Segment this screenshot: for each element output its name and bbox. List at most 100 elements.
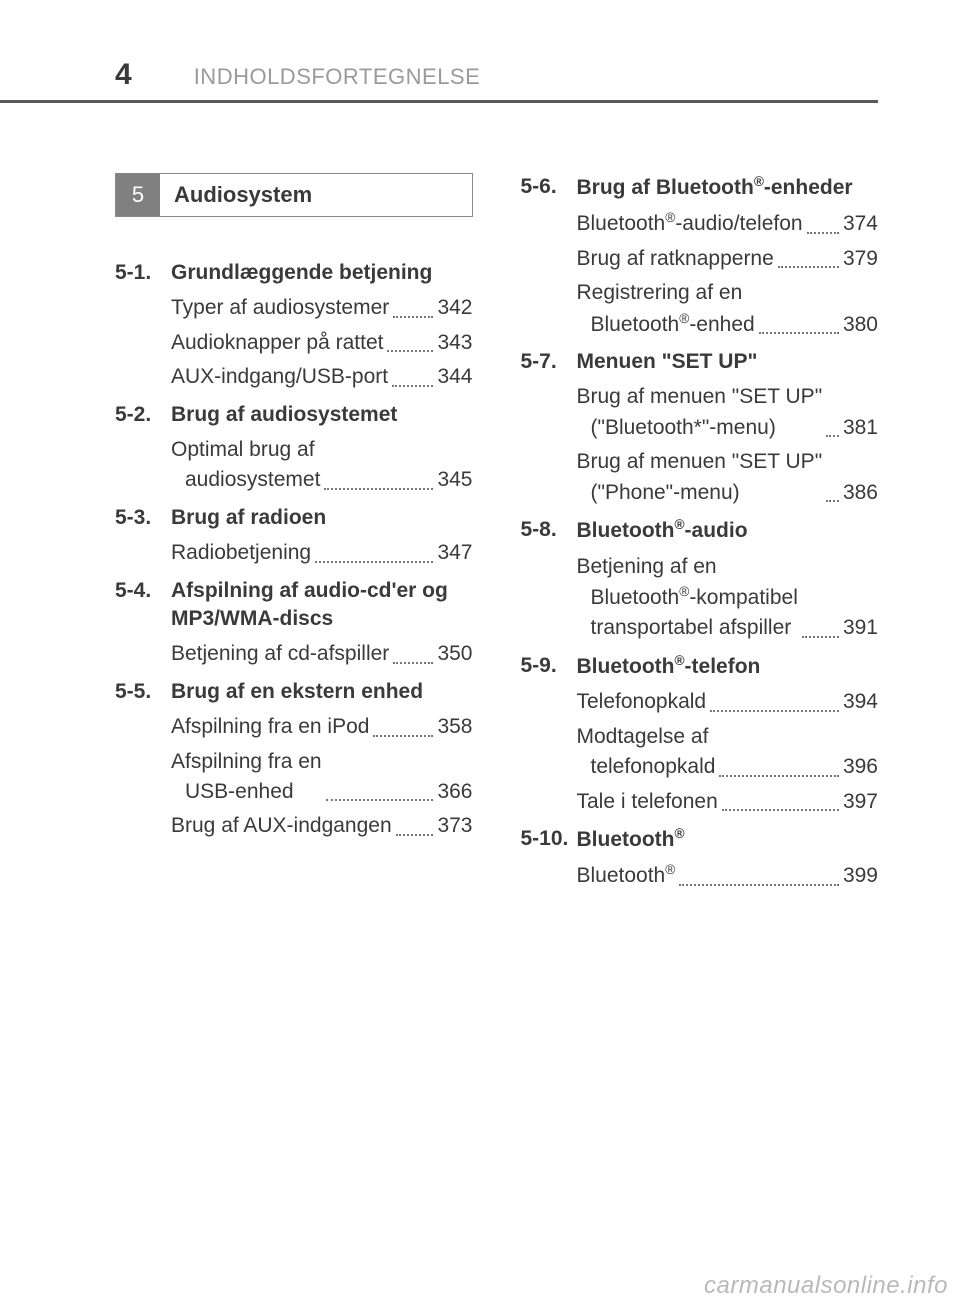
subsection-heading: 5-9.Bluetooth®-telefon (521, 652, 879, 681)
toc-entry: Bluetooth®-audio/telefon 374 (521, 208, 879, 239)
toc-entry-text: Radiobetjening (171, 538, 311, 568)
subsection-number: 5-5. (115, 678, 171, 706)
toc-entry-page: 379 (843, 244, 878, 274)
toc-leader-dots (826, 435, 839, 437)
right-list: 5-6.Brug af Bluetooth®-enheder Bluetooth®… (521, 173, 879, 892)
toc-leader-dots (393, 316, 433, 318)
subsection-number: 5-6. (521, 173, 577, 202)
toc-entry-text: AUX-indgang/USB-port (171, 362, 388, 392)
toc-entry: Betjening af enBluetooth®-kompatibeltran… (521, 552, 879, 644)
subsection-title: Brug af en ekstern enhed (171, 678, 473, 706)
subsection-number: 5-1. (115, 259, 171, 287)
toc-entry-page: 380 (843, 310, 878, 340)
toc-leader-dots (315, 561, 433, 563)
subsection-heading: 5-8.Bluetooth®-audio (521, 516, 879, 545)
subsection: 5-5.Brug af en ekstern enhed Afspilning f… (115, 678, 473, 842)
subsection-heading: 5-10.Bluetooth® (521, 825, 879, 854)
subsection-heading: 5-7.Menuen "SET UP" (521, 348, 879, 376)
page-number: 4 (115, 58, 132, 92)
toc-leader-dots (387, 350, 433, 352)
right-column: 5-6.Brug af Bluetooth®-enheder Bluetooth®… (521, 173, 879, 900)
toc-entry-text: Betjening af enBluetooth®-kompatibeltran… (577, 552, 798, 644)
subsection-heading: 5-1.Grundlæggende betjening (115, 259, 473, 287)
toc-entry-page: 381 (843, 413, 878, 443)
subsection: 5-7.Menuen "SET UP" Brug af menuen "SET U… (521, 348, 879, 508)
toc-entry-text: Brug af AUX-indgangen (171, 811, 392, 841)
toc-entry-page: 344 (437, 362, 472, 392)
subsection-heading: 5-5.Brug af en ekstern enhed (115, 678, 473, 706)
toc-entry: Brug af ratknapperne 379 (521, 244, 879, 274)
toc-entry-text: Audioknapper på rattet (171, 328, 383, 358)
toc-entry: AUX-indgang/USB-port 344 (115, 362, 473, 392)
subsection-number: 5-10. (521, 825, 577, 854)
subsection-number: 5-9. (521, 652, 577, 681)
subsection-title: Menuen "SET UP" (577, 348, 879, 376)
toc-entry-text: Registrering af enBluetooth®-enhed (577, 278, 755, 340)
subsection: 5-9.Bluetooth®-telefon Telefonopkald 394 Mo… (521, 652, 879, 817)
subsection-heading: 5-3.Brug af radioen (115, 504, 473, 532)
toc-leader-dots (759, 332, 839, 334)
toc-leader-dots (392, 385, 433, 387)
toc-leader-dots (324, 488, 433, 490)
toc-entry-text: Typer af audiosystemer (171, 293, 389, 323)
toc-entry-page: 399 (843, 861, 878, 891)
section-tab-label: Audiosystem (160, 174, 472, 216)
toc-entry: Betjening af cd-afspiller 350 (115, 639, 473, 669)
toc-entry-text: Optimal brug afaudiosystemet (171, 435, 320, 496)
toc-entry-page: 366 (437, 777, 472, 807)
subsection-title: Brug af Bluetooth®-enheder (577, 173, 879, 202)
subsection-heading: 5-4.Afspilning af audio-cd'er og MP3/WMA… (115, 577, 473, 634)
subsection-number: 5-7. (521, 348, 577, 376)
toc-entry-text: Telefonopkald (577, 687, 707, 717)
toc-entry: Brug af menuen "SET UP"("Phone"-menu) 386 (521, 447, 879, 508)
toc-leader-dots (802, 636, 839, 638)
toc-entry: Optimal brug afaudiosystemet345 (115, 435, 473, 496)
subsection-title: Bluetooth®-telefon (577, 652, 879, 681)
toc-entry-page: 374 (843, 209, 878, 239)
subsection-heading: 5-6.Brug af Bluetooth®-enheder (521, 173, 879, 202)
toc-entry-page: 386 (843, 478, 878, 508)
subsection: 5-2.Brug af audiosystemet Optimal brug af… (115, 401, 473, 496)
toc-entry-text: Modtagelse aftelefonopkald (577, 722, 716, 783)
toc-entry-page: 397 (843, 787, 878, 817)
toc-entry: Typer af audiosystemer 342 (115, 293, 473, 323)
toc-entry-page: 342 (437, 293, 472, 323)
toc-entry-text: Brug af ratknapperne (577, 244, 774, 274)
subsection-title: Bluetooth®-audio (577, 516, 879, 545)
left-column: 5 Audiosystem 5-1.Grundlæggende betjenin… (115, 173, 473, 900)
toc-leader-dots (393, 662, 433, 664)
subsection-title: Brug af radioen (171, 504, 473, 532)
toc-entry: Afspilning fra enUSB-enhed366 (115, 747, 473, 808)
page-header: 4 INDHOLDSFORTEGNELSE (0, 58, 960, 92)
subsection-heading: 5-2.Brug af audiosystemet (115, 401, 473, 429)
subsection: 5-10.Bluetooth®Bluetooth®399 (521, 825, 879, 892)
subsection-number: 5-4. (115, 577, 171, 634)
toc-leader-dots (679, 884, 839, 886)
toc-entry-page: 394 (843, 687, 878, 717)
subsection: 5-8.Bluetooth®-audio Betjening af enBluet… (521, 516, 879, 644)
toc-entry-text: Brug af menuen "SET UP"("Phone"-menu) (577, 447, 823, 508)
subsection: 5-1.Grundlæggende betjening Typer af audi… (115, 259, 473, 393)
toc-entry-text: Bluetooth® (577, 860, 676, 891)
left-list: 5-1.Grundlæggende betjening Typer af audi… (115, 259, 473, 842)
toc-entry: Telefonopkald 394 (521, 687, 879, 717)
toc-entry: Radiobetjening347 (115, 538, 473, 568)
toc-leader-dots (722, 809, 839, 811)
toc-entry-page: 350 (437, 639, 472, 669)
toc-entry: Afspilning fra en iPod358 (115, 712, 473, 742)
toc-entry-text: Betjening af cd-afspiller (171, 639, 389, 669)
toc-entry-text: Bluetooth®-audio/telefon (577, 208, 803, 239)
subsection-number: 5-8. (521, 516, 577, 545)
toc-entry-page: 373 (437, 811, 472, 841)
toc-entry-page: 391 (843, 613, 878, 643)
subsection-title: Afspilning af audio-cd'er og MP3/WMA-dis… (171, 577, 473, 634)
toc-entry-page: 358 (437, 712, 472, 742)
subsection: 5-6.Brug af Bluetooth®-enheder Bluetooth®… (521, 173, 879, 340)
toc-entry: Brug af AUX-indgangen 373 (115, 811, 473, 841)
subsection-title: Bluetooth® (577, 825, 879, 854)
subsection-number: 5-2. (115, 401, 171, 429)
toc-leader-dots (373, 735, 433, 737)
toc-leader-dots (396, 834, 434, 836)
toc-leader-dots (710, 710, 839, 712)
section-tab-number: 5 (116, 174, 160, 216)
